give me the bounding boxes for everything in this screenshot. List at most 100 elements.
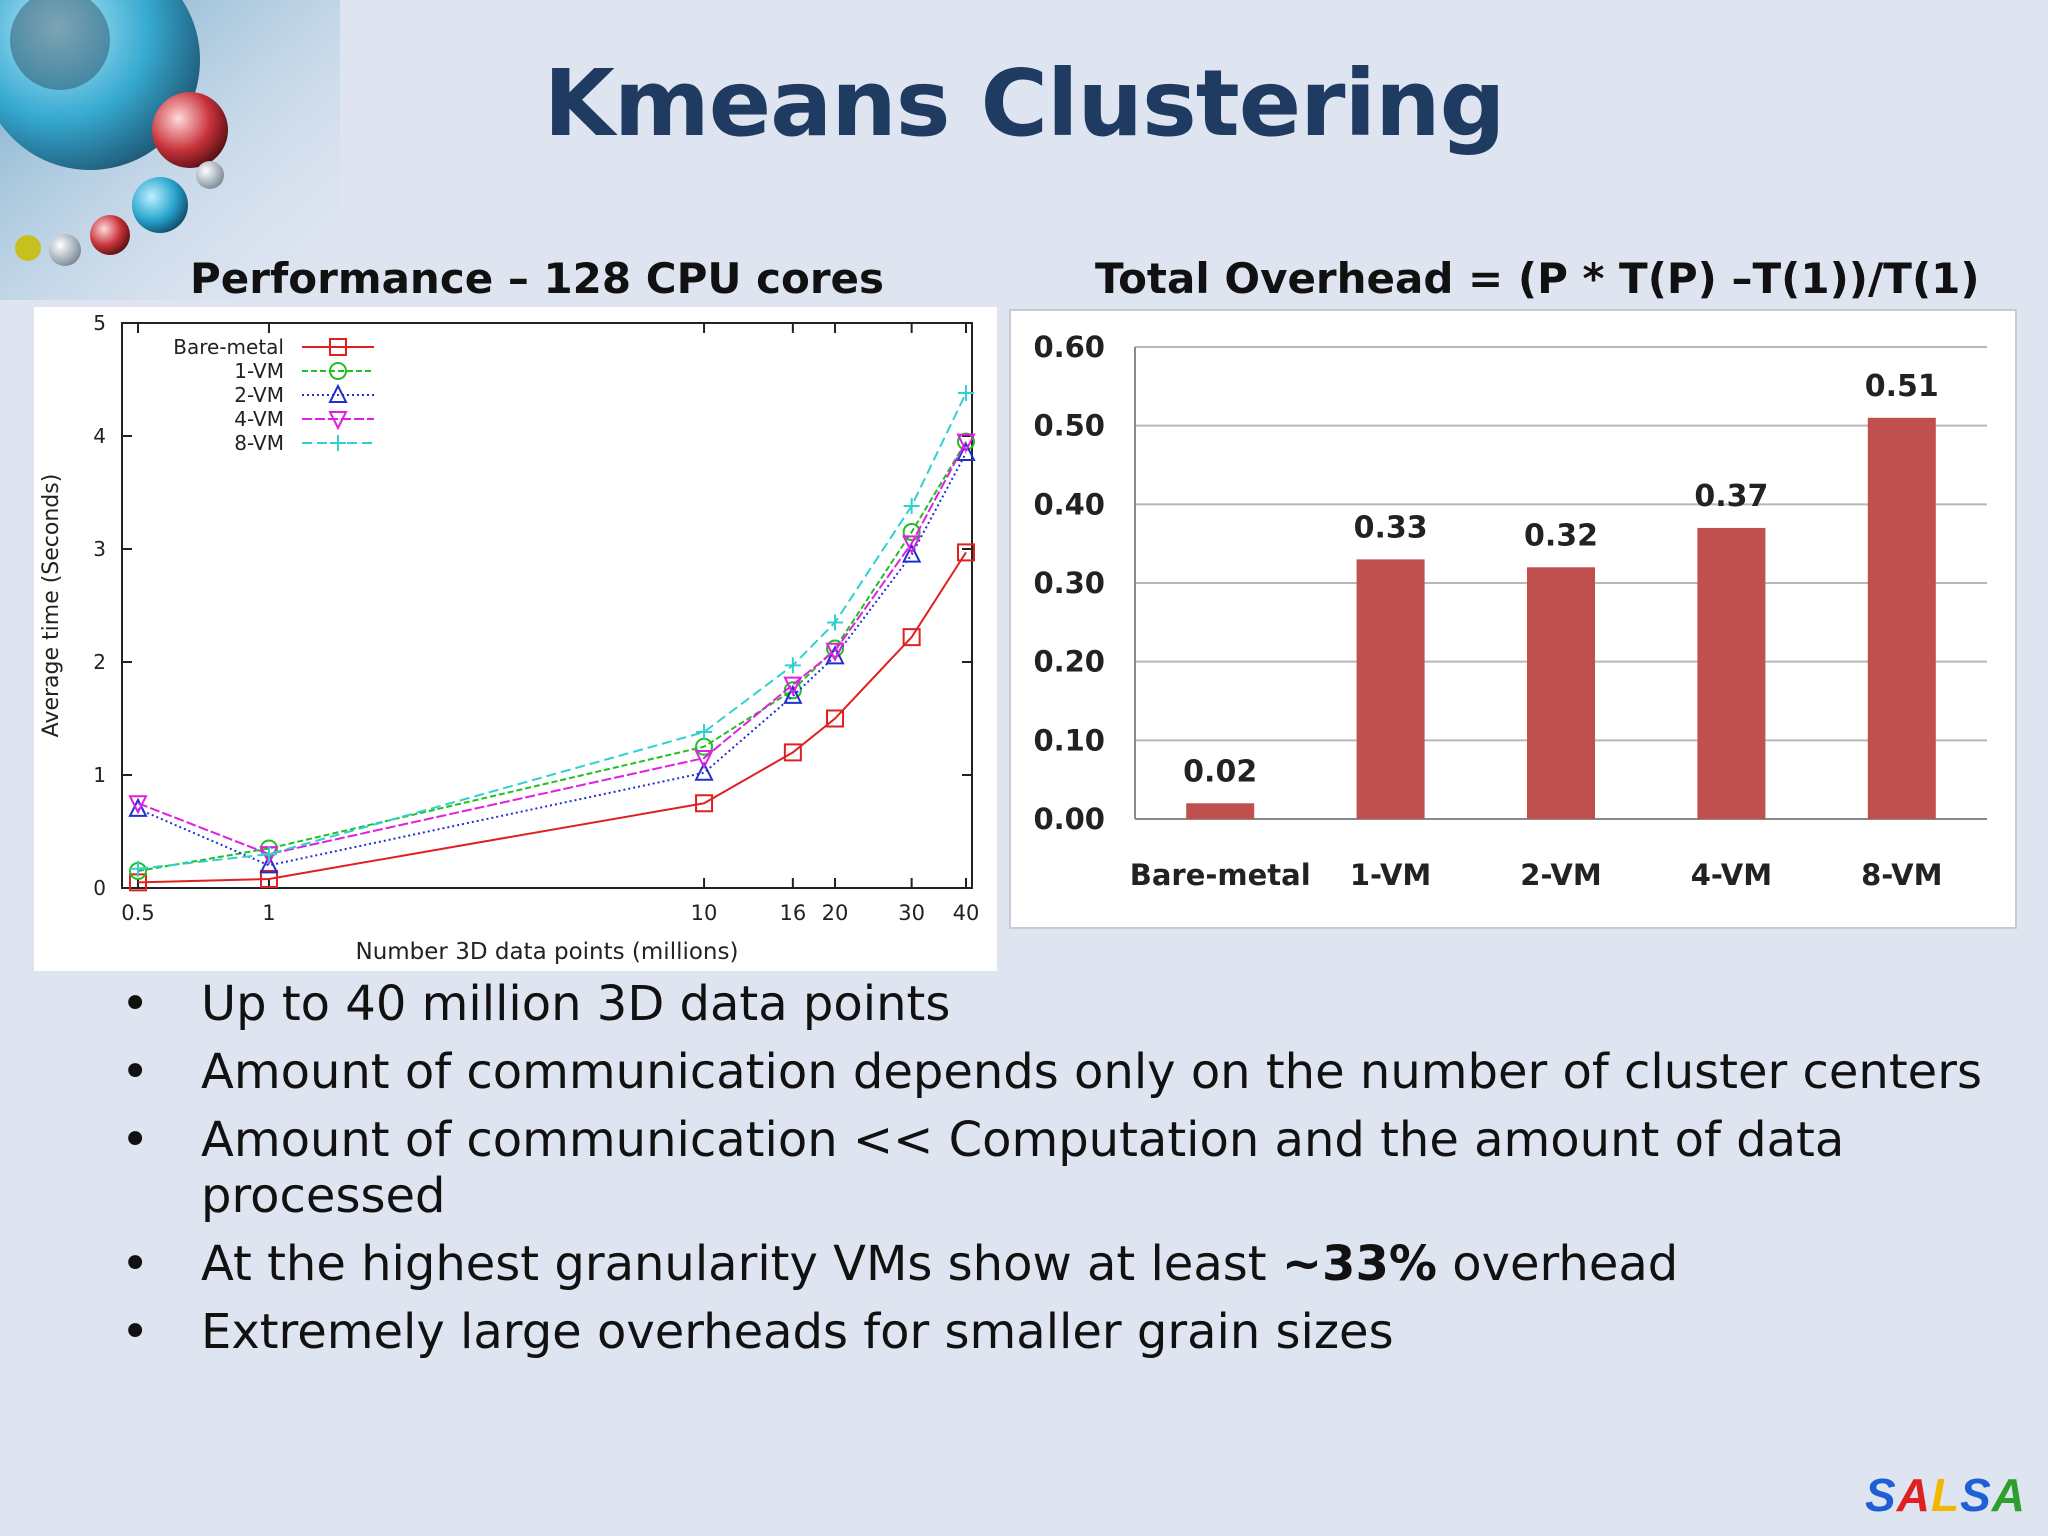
bar bbox=[1527, 567, 1595, 819]
bar bbox=[1867, 417, 1936, 819]
x-tick-label: 30 bbox=[898, 901, 925, 925]
data-point bbox=[260, 846, 277, 863]
overhead-highlight: ~33% bbox=[1281, 1236, 1437, 1292]
performance-line-chart: 0 1 2 3 4 5 0.5 1 10 16 20 30 40 Number 3D data point… bbox=[39, 311, 980, 965]
data-point bbox=[826, 639, 845, 658]
data-point bbox=[259, 854, 279, 874]
legend-label: 2-VM bbox=[234, 383, 284, 407]
x-tick-label: 16 bbox=[779, 901, 806, 925]
y-tick-label: 2 bbox=[93, 650, 106, 674]
series-bare-metal bbox=[129, 543, 975, 892]
series-4-vm bbox=[128, 433, 976, 866]
y-tick-label: 0 bbox=[93, 876, 106, 900]
data-point bbox=[130, 860, 146, 877]
legend-label: 4-VM bbox=[234, 407, 284, 431]
series-2-vm bbox=[128, 441, 976, 874]
x-tick-label: 20 bbox=[822, 901, 849, 925]
bullet-item: Up to 40 million 3D data points bbox=[115, 976, 1995, 1032]
data-point bbox=[784, 657, 801, 674]
bar-value-label: 0.37 bbox=[1694, 479, 1768, 514]
y-tick-label: 4 bbox=[93, 424, 106, 448]
bullet-item: Amount of communication depends only on … bbox=[115, 1044, 1995, 1100]
data-point bbox=[902, 543, 922, 563]
data-point bbox=[128, 797, 148, 817]
data-point bbox=[259, 869, 278, 888]
series-line bbox=[137, 551, 967, 884]
y-tick-label: 5 bbox=[93, 311, 106, 335]
data-point bbox=[128, 795, 148, 815]
series-line bbox=[137, 441, 967, 873]
legend-label: Bare-metal bbox=[173, 335, 284, 359]
performance-line-chart-panel: 0 1 2 3 4 5 0.5 1 10 16 20 30 40 Number 3D data point… bbox=[34, 307, 997, 971]
x-tick-label: 1 bbox=[262, 901, 275, 925]
data-point bbox=[783, 684, 803, 704]
y-tick-label: 0.40 bbox=[1033, 487, 1105, 521]
y-tick-label: 0.00 bbox=[1033, 802, 1105, 836]
bar bbox=[1356, 559, 1425, 819]
logo-letter: S bbox=[1865, 1469, 1897, 1521]
y-axis-label: Average time (Seconds) bbox=[39, 474, 64, 738]
data-point bbox=[783, 676, 803, 696]
x-tick-label: 0.5 bbox=[121, 901, 154, 925]
x-category-label: 1-VM bbox=[1350, 858, 1431, 892]
performance-chart-subtitle: Performance – 128 CPU cores bbox=[190, 254, 885, 303]
y-tick-label: 0.10 bbox=[1033, 723, 1105, 757]
y-tick-label: 1 bbox=[93, 763, 106, 787]
bullet-item: Extremely large overheads for smaller gr… bbox=[115, 1304, 1995, 1360]
bullet-list: Up to 40 million 3D data points Amount o… bbox=[115, 976, 1995, 1372]
x-axis-label: Number 3D data points (millions) bbox=[356, 939, 739, 965]
x-tick-label: 10 bbox=[691, 901, 718, 925]
salsa-logo: SALSA bbox=[1865, 1468, 2026, 1522]
y-tick-label: 0.50 bbox=[1033, 409, 1105, 443]
bar-value-label: 0.02 bbox=[1183, 754, 1257, 789]
x-category-label: 4-VM bbox=[1691, 858, 1772, 892]
y-tick-label: 0.30 bbox=[1033, 566, 1105, 600]
series-line bbox=[137, 452, 967, 867]
legend-label: 8-VM bbox=[234, 431, 284, 455]
y-tick-label: 0.20 bbox=[1033, 645, 1105, 679]
data-point bbox=[825, 642, 845, 662]
data-point bbox=[958, 385, 974, 402]
x-category-label: Bare-metal bbox=[1130, 858, 1311, 892]
overhead-bar-chart: 0.00 0.10 0.20 0.30 0.40 0.50 0.60 0.02 Bare-met… bbox=[1033, 330, 1987, 892]
data-point bbox=[695, 794, 714, 813]
plot-frame bbox=[121, 322, 973, 889]
data-point bbox=[783, 743, 802, 762]
x-category-label: 8-VM bbox=[1861, 858, 1942, 892]
data-point bbox=[826, 709, 845, 728]
bar bbox=[1697, 527, 1766, 819]
bar bbox=[1186, 803, 1255, 819]
y-tick-label: 3 bbox=[93, 537, 106, 561]
data-point bbox=[827, 614, 844, 631]
x-category-label: 2-VM bbox=[1520, 858, 1601, 892]
globe-decoration-image bbox=[0, 0, 340, 300]
data-point bbox=[694, 750, 714, 770]
x-tick-label: 40 bbox=[953, 901, 980, 925]
bullet-item: Amount of communication << Computation a… bbox=[115, 1112, 1995, 1224]
legend-marker bbox=[329, 338, 347, 356]
legend-marker bbox=[328, 411, 348, 431]
data-point bbox=[903, 498, 920, 515]
bar-value-label: 0.33 bbox=[1354, 510, 1428, 545]
series-line bbox=[137, 392, 967, 870]
y-tick-label: 0.60 bbox=[1033, 330, 1105, 364]
bullet-item: At the highest granularity VMs show at l… bbox=[115, 1236, 1995, 1292]
page-title: Kmeans Clustering bbox=[543, 50, 1506, 157]
data-point bbox=[825, 645, 845, 665]
legend-marker bbox=[329, 362, 347, 380]
data-point bbox=[902, 535, 922, 555]
series-line bbox=[137, 441, 967, 856]
bar-value-label: 0.32 bbox=[1524, 518, 1598, 553]
legend-marker bbox=[330, 435, 346, 451]
bar-value-label: 0.51 bbox=[1865, 369, 1939, 404]
data-point bbox=[957, 543, 975, 562]
overhead-chart-subtitle: Total Overhead = (P * T(P) –T(1))/T(1) bbox=[1095, 254, 1980, 303]
legend-marker bbox=[328, 383, 348, 403]
overhead-bar-chart-panel: 0.00 0.10 0.20 0.30 0.40 0.50 0.60 0.02 Bare-met… bbox=[1009, 309, 2017, 929]
logo-letter: A bbox=[1991, 1469, 2026, 1521]
logo-letter: A bbox=[1896, 1469, 1931, 1521]
data-point bbox=[694, 761, 714, 781]
series-8-vm bbox=[130, 385, 974, 877]
logo-letter: S bbox=[1960, 1469, 1992, 1521]
data-point bbox=[902, 628, 921, 647]
